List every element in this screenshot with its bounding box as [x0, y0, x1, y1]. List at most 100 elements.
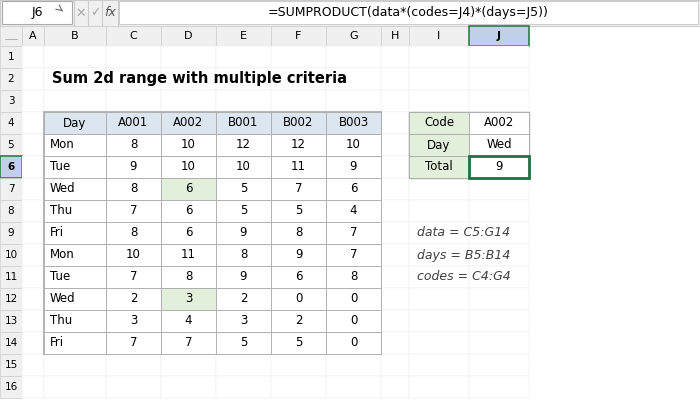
Bar: [44, 332, 106, 354]
Bar: [469, 332, 529, 354]
Bar: [161, 112, 216, 134]
Bar: [326, 244, 381, 266]
Bar: [161, 266, 216, 288]
Bar: [106, 266, 161, 288]
Bar: [216, 178, 271, 200]
Bar: [44, 156, 106, 178]
Bar: [22, 354, 44, 376]
Bar: [409, 90, 469, 112]
Bar: [216, 156, 271, 178]
Bar: [0, 178, 22, 200]
Bar: [2, 1, 72, 24]
Bar: [271, 156, 326, 178]
Text: B: B: [71, 31, 79, 41]
Text: 2: 2: [8, 74, 14, 84]
Bar: [271, 178, 326, 200]
Bar: [22, 200, 44, 222]
Bar: [44, 310, 106, 332]
Text: 10: 10: [181, 138, 196, 152]
Bar: [381, 112, 409, 134]
Bar: [44, 200, 106, 222]
Text: 2: 2: [239, 292, 247, 306]
Bar: [271, 332, 326, 354]
Bar: [469, 244, 529, 266]
Bar: [22, 68, 44, 90]
Text: Thu: Thu: [50, 204, 72, 218]
Bar: [106, 200, 161, 222]
Bar: [106, 376, 161, 398]
Bar: [326, 222, 381, 244]
Bar: [0, 266, 22, 288]
Bar: [271, 90, 326, 112]
Bar: [44, 46, 106, 68]
Bar: [0, 288, 22, 310]
Bar: [326, 156, 381, 178]
Bar: [106, 288, 161, 310]
Bar: [22, 310, 44, 332]
Text: 11: 11: [291, 160, 306, 174]
Text: 15: 15: [4, 360, 18, 370]
Bar: [0, 222, 22, 244]
Bar: [381, 288, 409, 310]
Text: G: G: [349, 31, 358, 41]
Bar: [44, 354, 106, 376]
Bar: [22, 26, 44, 46]
Bar: [161, 112, 216, 134]
Bar: [409, 266, 469, 288]
Bar: [161, 90, 216, 112]
Bar: [106, 68, 161, 90]
Text: 5: 5: [295, 336, 302, 350]
Text: 5: 5: [295, 204, 302, 218]
Bar: [216, 332, 271, 354]
Bar: [216, 26, 271, 46]
Bar: [44, 376, 106, 398]
Bar: [381, 354, 409, 376]
Text: 4: 4: [185, 314, 193, 328]
Text: 8: 8: [130, 138, 137, 152]
Bar: [326, 134, 381, 156]
Text: ✓: ✓: [90, 6, 100, 20]
Bar: [216, 288, 271, 310]
Text: 0: 0: [295, 292, 302, 306]
Bar: [44, 288, 106, 310]
Bar: [469, 68, 529, 90]
Text: Code: Code: [424, 116, 454, 130]
Bar: [326, 266, 381, 288]
Bar: [409, 68, 469, 90]
Bar: [326, 244, 381, 266]
Text: Mon: Mon: [50, 138, 75, 152]
Bar: [44, 244, 106, 266]
Text: 9: 9: [496, 160, 503, 174]
Bar: [0, 200, 22, 222]
Bar: [409, 112, 529, 178]
Bar: [409, 156, 469, 178]
Text: Mon: Mon: [50, 248, 75, 262]
Bar: [469, 112, 529, 134]
Bar: [216, 178, 271, 200]
Bar: [106, 266, 161, 288]
Bar: [469, 200, 529, 222]
Text: 12: 12: [291, 138, 306, 152]
Bar: [326, 178, 381, 200]
Bar: [326, 200, 381, 222]
Bar: [106, 26, 161, 46]
Bar: [0, 156, 22, 178]
Text: 0: 0: [350, 292, 357, 306]
Text: 5: 5: [240, 182, 247, 196]
Bar: [326, 134, 381, 156]
Text: 10: 10: [346, 138, 361, 152]
Bar: [381, 134, 409, 156]
Bar: [409, 200, 469, 222]
Text: fx: fx: [104, 6, 116, 20]
Bar: [381, 68, 409, 90]
Bar: [326, 90, 381, 112]
Bar: [22, 222, 44, 244]
Bar: [409, 354, 469, 376]
Text: A002: A002: [174, 116, 204, 130]
Bar: [216, 332, 271, 354]
Text: days = B5:B14: days = B5:B14: [417, 248, 510, 262]
Bar: [326, 310, 381, 332]
Bar: [161, 222, 216, 244]
Bar: [469, 134, 529, 156]
Bar: [271, 134, 326, 156]
